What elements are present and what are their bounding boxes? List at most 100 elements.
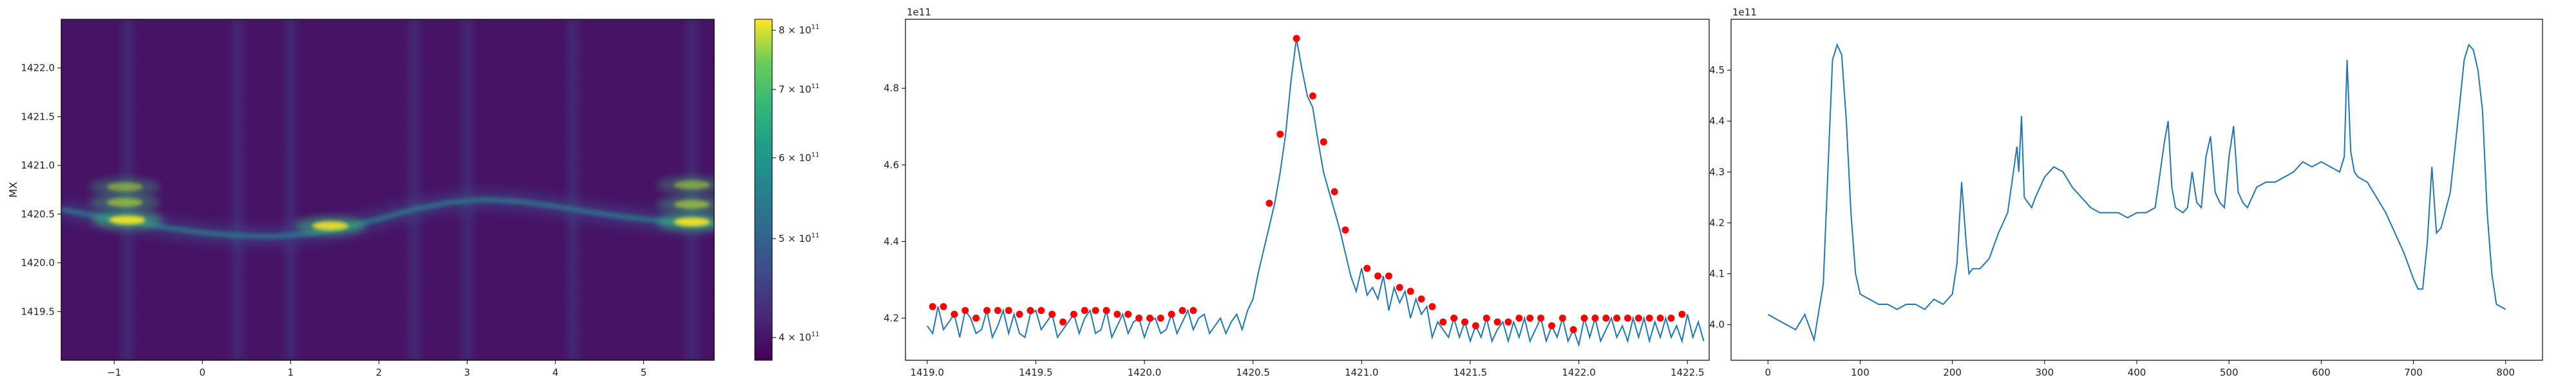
peaks-x-tick-label: 1422.5 — [1671, 367, 1705, 378]
peak-marker — [1124, 311, 1132, 318]
peak-marker — [1645, 314, 1653, 322]
spectrum-x-tick-label: 500 — [2220, 367, 2239, 378]
heatmap-frame — [61, 19, 715, 361]
peak-marker — [1179, 307, 1186, 315]
vertical-band — [408, 19, 421, 360]
heatmap-background — [61, 19, 714, 360]
peak-marker — [1406, 288, 1414, 295]
peak-marker — [1624, 314, 1632, 322]
peak-marker — [1027, 307, 1034, 315]
peak-marker — [1569, 326, 1577, 333]
peaks-plot-area — [905, 19, 1710, 361]
heatmap-y-tick-label: 1421.5 — [21, 111, 55, 122]
heatmap-x-tick-label: 0 — [199, 367, 205, 378]
peak-marker — [1417, 295, 1425, 303]
peak-marker — [1591, 314, 1599, 322]
peak-marker — [929, 303, 936, 311]
peak-marker — [1504, 318, 1512, 326]
heatmap-y-tick-label: 1420.5 — [21, 208, 55, 220]
peak-markers — [929, 35, 1686, 333]
peak-marker — [1396, 284, 1403, 291]
peak-marker — [1081, 307, 1088, 315]
hotspot-core — [674, 217, 710, 226]
spectrum-x-tick-label: 300 — [2035, 367, 2054, 378]
peak-marker — [1293, 35, 1300, 42]
heatmap-panel: −1 0 1 2 3 4 5 1419.51420.01420.51421.01421.51… — [7, 19, 819, 378]
peak-marker — [1265, 199, 1273, 207]
peak-marker — [1113, 311, 1121, 318]
peak-marker — [1320, 138, 1327, 146]
peak-marker — [1558, 314, 1566, 322]
hotspot-core — [674, 199, 710, 209]
heatmap-y-tick-label: 1422.0 — [21, 62, 55, 74]
peak-marker — [1341, 226, 1349, 234]
vertical-band — [232, 19, 244, 360]
spectrum-x-tick-label: 200 — [1943, 367, 1962, 378]
peak-marker — [1037, 307, 1045, 315]
peak-marker — [951, 311, 958, 318]
spectrum-y-tick-label: 4.1 — [1709, 268, 1725, 280]
spectrum-y-tick-label: 4.4 — [1709, 115, 1725, 127]
peak-marker — [1439, 318, 1447, 326]
peaks-y-tick-label: 4.8 — [884, 82, 899, 94]
heatmap-y-tick-label: 1419.5 — [21, 306, 55, 317]
heatmap-x-tick-label: 4 — [553, 367, 559, 378]
peaks-x-ticks: 1419.0 1419.5 1420.0 1420.5 1421.0 1421.5 1422… — [910, 360, 1705, 378]
peak-marker — [1276, 131, 1284, 138]
colorbar-tick-label: 7 × 1011 — [779, 83, 819, 95]
peak-marker — [1580, 314, 1588, 322]
peaks-x-tick-label: 1421.0 — [1345, 367, 1379, 378]
heatmap-y-label: MX — [7, 182, 19, 198]
spectrum-x-tick-label: 600 — [2312, 367, 2331, 378]
peak-marker — [1092, 307, 1099, 315]
colorbar-tick-label: 4 × 1011 — [779, 331, 819, 344]
heatmap-x-ticks: −1 0 1 2 3 4 5 — [107, 360, 647, 378]
peak-marker — [994, 307, 1001, 315]
hotspots — [89, 176, 714, 235]
peak-marker — [1482, 314, 1490, 322]
vertical-band — [567, 19, 579, 360]
peak-marker — [1135, 314, 1143, 322]
spectrum-plot-area — [1730, 19, 2543, 361]
spectrum-y-tick-label: 4.3 — [1709, 166, 1725, 178]
heatmap-x-tick-label: −1 — [107, 367, 121, 378]
peak-marker — [1309, 92, 1316, 100]
spectrum-series-line — [1767, 42, 2506, 343]
peak-marker — [1103, 307, 1110, 315]
hotspot-core — [312, 221, 348, 231]
heatmap-field — [61, 19, 714, 360]
hotspot-core — [674, 180, 710, 190]
hotspot-core — [106, 182, 143, 192]
peak-marker — [1363, 264, 1371, 272]
peak-marker — [1613, 314, 1621, 322]
peaks-y-ticks: 4.2 4.4 4.6 4.8 — [884, 82, 905, 324]
peak-marker — [1070, 311, 1077, 318]
hotspot-core — [109, 215, 146, 225]
peak-marker — [1461, 318, 1469, 326]
peaks-x-tick-label: 1421.5 — [1454, 367, 1488, 378]
peaks-x-tick-label: 1422.0 — [1562, 367, 1596, 378]
peak-marker — [1168, 311, 1175, 318]
spectrum-y-tick-label: 4.0 — [1709, 319, 1725, 331]
vertical-band — [285, 19, 297, 360]
peak-marker — [1472, 322, 1479, 329]
vertical-band — [461, 19, 473, 360]
peak-marker — [1667, 314, 1675, 322]
peak-marker — [1656, 314, 1664, 322]
peaks-panel: 1e11 1419.0 1419.5 1420.0 1420.5 1421.0 1421.… — [884, 6, 1710, 378]
heatmap-x-tick-label: 3 — [464, 367, 471, 378]
peak-marker — [1048, 311, 1056, 318]
peaks-y-tick-label: 4.6 — [884, 159, 899, 170]
colorbar-tick-label: 8 × 1011 — [779, 24, 819, 36]
spectrum-x-tick-label: 700 — [2404, 367, 2423, 378]
colorbar — [754, 19, 773, 361]
spectrum-x-tick-label: 0 — [1765, 367, 1771, 378]
peak-marker — [1005, 307, 1012, 315]
spectrum-offset-label: 1e11 — [1732, 6, 1757, 18]
peak-marker — [1548, 322, 1555, 329]
spectrum-y-ticks: 4.0 4.1 4.2 4.3 4.4 4.5 — [1709, 64, 1731, 331]
heatmap-x-tick-label: 1 — [287, 367, 294, 378]
peak-marker — [1537, 314, 1545, 322]
heatmap-x-tick-label: 2 — [376, 367, 383, 378]
peak-marker — [1493, 318, 1501, 326]
